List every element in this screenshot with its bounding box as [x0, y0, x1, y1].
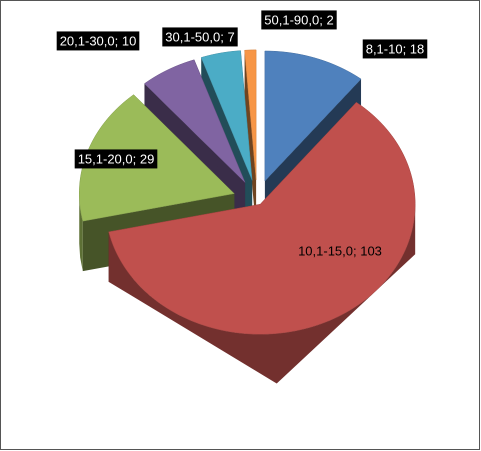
data-label-text: 8,1-10; 18 — [366, 41, 425, 56]
slice-side — [79, 193, 83, 272]
data-label: 30,1-50,0; 7 — [162, 27, 238, 47]
data-label: 20,1-30,0; 10 — [56, 31, 140, 51]
pie-slice — [108, 101, 416, 384]
data-label-box — [74, 149, 158, 169]
slice-top — [244, 49, 257, 180]
slice-top — [264, 50, 362, 182]
data-label: 50,1-90,0; 2 — [261, 10, 337, 30]
slice-side — [108, 204, 416, 384]
data-label-text: 30,1-50,0; 7 — [165, 29, 234, 44]
slice-top — [144, 59, 246, 183]
data-label: 15,1-20,0; 29 — [74, 149, 158, 169]
slice-wall — [244, 50, 257, 230]
data-label-text: 10,1-15,0; 103 — [298, 243, 382, 258]
data-label-box — [162, 27, 238, 47]
data-label: 8,1-10; 18 — [362, 39, 428, 59]
pie-slice — [244, 49, 257, 230]
data-label-text: 20,1-30,0; 10 — [60, 33, 137, 48]
data-label-box — [261, 10, 337, 30]
data-label: 10,1-15,0; 103 — [298, 243, 382, 258]
slice-top — [108, 101, 416, 335]
data-label-text: 15,1-20,0; 29 — [78, 151, 155, 166]
data-label-box — [56, 31, 140, 51]
data-label-text: 50,1-90,0; 2 — [264, 12, 333, 27]
slice-top — [200, 50, 253, 181]
data-label-box — [362, 39, 428, 59]
